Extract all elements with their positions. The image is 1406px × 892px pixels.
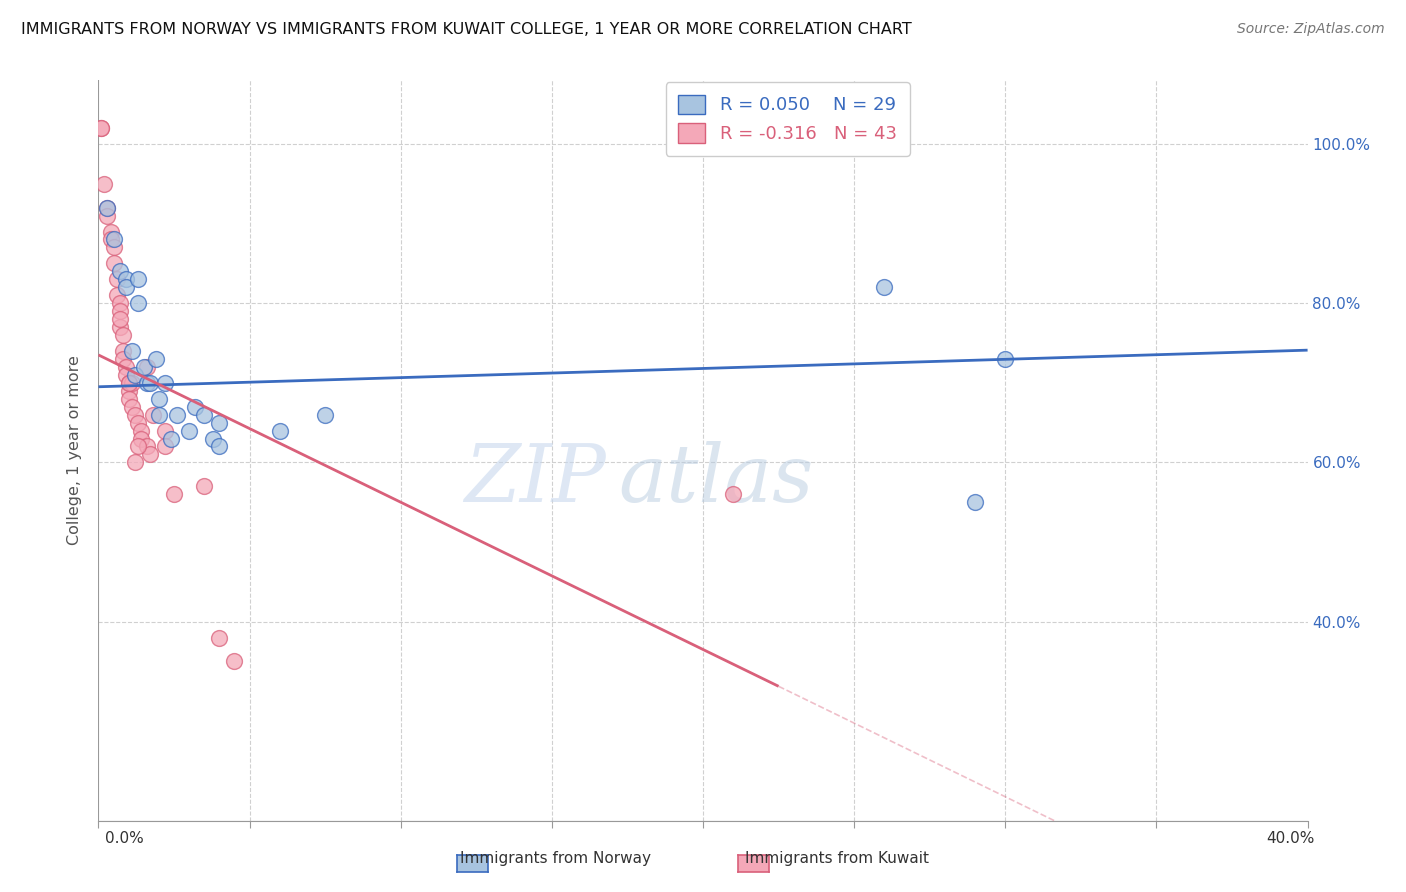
Point (153, 440, 176, 454)
Point (118, 376, 141, 390)
Text: Immigrants from Kuwait: Immigrants from Kuwait (745, 852, 928, 866)
Text: Source: ZipAtlas.com: Source: ZipAtlas.com (1237, 22, 1385, 37)
Point (127, 416, 149, 430)
Point (90, 121, 112, 136)
Point (96, 201, 118, 215)
Point (127, 440, 149, 454)
Point (96, 201, 118, 215)
Y-axis label: College, 1 year or more: College, 1 year or more (67, 356, 83, 545)
Point (108, 312, 131, 326)
Point (114, 368, 136, 382)
Point (224, 655, 246, 669)
Point (208, 631, 231, 645)
Point (269, 424, 291, 438)
Point (965, 495, 987, 509)
Text: Immigrants from Norway: Immigrants from Norway (460, 852, 651, 866)
Point (873, 280, 896, 294)
Text: ZIP: ZIP (464, 442, 606, 519)
Point (100, 232, 122, 246)
Point (127, 272, 149, 286)
Point (314, 408, 336, 422)
Point (202, 432, 225, 446)
Point (118, 376, 141, 390)
Point (135, 440, 157, 454)
Point (118, 392, 141, 406)
Point (111, 328, 134, 343)
Point (153, 424, 176, 438)
Point (179, 424, 201, 438)
Point (90, 121, 112, 136)
Point (103, 232, 125, 246)
Point (184, 400, 207, 414)
Point (103, 256, 125, 270)
Point (105, 272, 128, 286)
Point (124, 368, 146, 382)
Point (121, 343, 143, 358)
Point (139, 376, 162, 390)
Point (139, 447, 162, 461)
Point (96, 209, 118, 223)
Point (103, 240, 125, 254)
Point (994, 351, 1017, 366)
Point (723, 487, 745, 501)
Point (111, 343, 134, 358)
Point (193, 408, 215, 422)
Point (208, 440, 231, 454)
Point (129, 432, 152, 446)
Point (135, 359, 157, 374)
Point (121, 400, 143, 414)
Text: 40.0%: 40.0% (1267, 831, 1315, 846)
Text: atlas: atlas (619, 442, 814, 519)
Point (124, 455, 146, 469)
Point (142, 408, 165, 422)
Point (100, 225, 122, 239)
Text: IMMIGRANTS FROM NORWAY VS IMMIGRANTS FROM KUWAIT COLLEGE, 1 YEAR OR MORE CORRELA: IMMIGRANTS FROM NORWAY VS IMMIGRANTS FRO… (21, 22, 912, 37)
Point (127, 296, 149, 310)
Point (108, 320, 131, 334)
Point (121, 376, 143, 390)
Point (93, 177, 115, 191)
Point (166, 408, 188, 422)
Point (132, 359, 155, 374)
Point (118, 384, 141, 398)
Point (148, 392, 170, 406)
Point (111, 351, 134, 366)
Point (208, 416, 231, 430)
Point (108, 264, 131, 278)
Point (124, 408, 146, 422)
Text: 0.0%: 0.0% (105, 831, 145, 846)
Point (160, 432, 183, 446)
Point (105, 288, 128, 302)
Point (108, 304, 131, 318)
Point (148, 408, 170, 422)
Legend: R = 0.050    N = 29, R = -0.316   N = 43: R = 0.050 N = 29, R = -0.316 N = 43 (665, 82, 910, 156)
Point (114, 359, 136, 374)
Point (153, 376, 176, 390)
Point (114, 280, 136, 294)
Point (163, 487, 186, 501)
Point (135, 376, 157, 390)
Point (129, 424, 152, 438)
Point (108, 296, 131, 310)
Point (114, 272, 136, 286)
Point (193, 479, 215, 493)
Point (145, 351, 167, 366)
